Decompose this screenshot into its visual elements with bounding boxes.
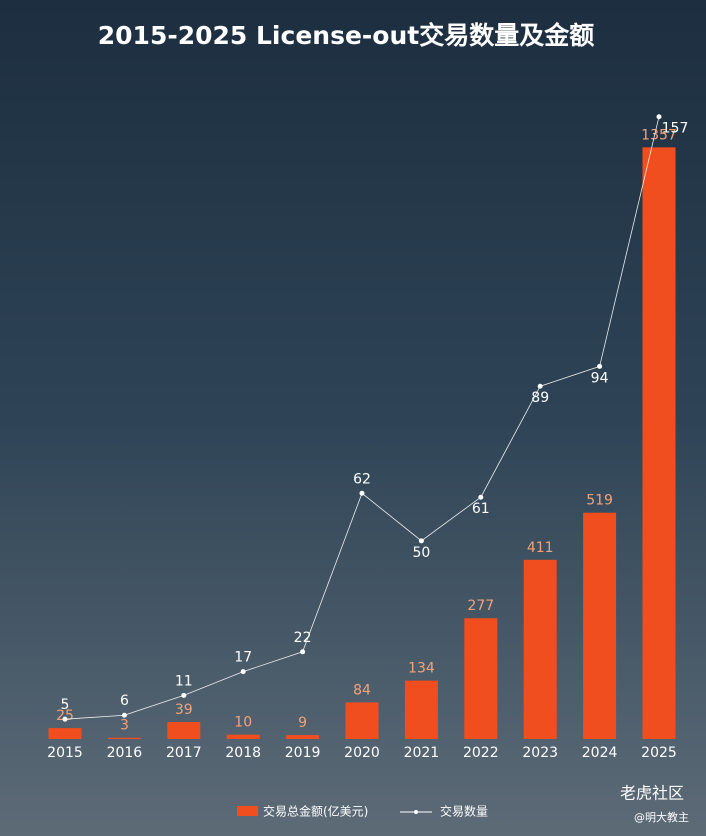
line-value-label: 61 bbox=[472, 501, 490, 517]
x-tick-label: 2016 bbox=[107, 745, 143, 761]
bar bbox=[107, 737, 141, 739]
line-point bbox=[300, 649, 306, 655]
line-point bbox=[62, 716, 68, 722]
bar bbox=[286, 735, 320, 739]
line-value-label: 11 bbox=[175, 673, 193, 689]
x-tick-label: 2023 bbox=[522, 745, 558, 761]
legend-dot bbox=[414, 810, 418, 814]
line-value-label: 6 bbox=[120, 693, 129, 709]
bar bbox=[226, 734, 260, 739]
legend-swatch bbox=[237, 806, 258, 816]
bar bbox=[464, 618, 498, 739]
bar bbox=[167, 721, 201, 739]
x-tick-label: 2018 bbox=[225, 745, 261, 761]
watermark-author: @明大教主 bbox=[634, 810, 689, 824]
line-point bbox=[121, 712, 127, 718]
x-tick-label: 2025 bbox=[641, 745, 677, 761]
bar-value-label: 519 bbox=[586, 493, 613, 509]
bar-value-label: 411 bbox=[527, 540, 554, 556]
bar bbox=[523, 559, 557, 739]
line-point bbox=[537, 383, 543, 389]
bar-value-label: 3 bbox=[120, 718, 129, 734]
bar-value-label: 39 bbox=[175, 702, 193, 718]
line-point bbox=[478, 494, 484, 500]
x-tick-label: 2017 bbox=[166, 745, 202, 761]
line-point bbox=[240, 669, 246, 675]
bar-value-label: 277 bbox=[467, 598, 494, 614]
legend-label: 交易总金额(亿美元) bbox=[263, 804, 368, 819]
x-tick-label: 2024 bbox=[582, 745, 618, 761]
watermark-site: 老虎社区 bbox=[620, 784, 684, 803]
bar bbox=[404, 680, 438, 739]
chart-title: 2015-2025 License-out交易数量及金额 bbox=[98, 21, 594, 50]
line-value-label: 5 bbox=[61, 697, 70, 713]
line-point bbox=[656, 114, 662, 120]
x-tick-label: 2015 bbox=[47, 745, 83, 761]
x-tick-label: 2019 bbox=[285, 745, 321, 761]
line-value-label: 22 bbox=[294, 630, 312, 646]
line-value-label: 17 bbox=[234, 650, 252, 666]
line-point bbox=[597, 363, 603, 369]
line-point bbox=[418, 538, 424, 544]
x-tick-label: 2021 bbox=[404, 745, 440, 761]
line-value-label: 50 bbox=[412, 545, 430, 561]
bar bbox=[583, 512, 617, 739]
bar bbox=[642, 147, 676, 739]
bar-value-label: 25 bbox=[56, 708, 74, 724]
line-point bbox=[359, 490, 365, 496]
bar-value-label: 10 bbox=[234, 715, 252, 731]
x-tick-label: 2020 bbox=[344, 745, 380, 761]
bar bbox=[345, 702, 379, 739]
legend-label: 交易数量 bbox=[440, 804, 488, 819]
bar-value-label: 1357 bbox=[641, 127, 677, 143]
line-value-label: 89 bbox=[531, 390, 549, 406]
line-point bbox=[181, 692, 187, 698]
line-value-label: 94 bbox=[591, 370, 609, 386]
bar-value-label: 84 bbox=[353, 682, 371, 698]
bar-value-label: 9 bbox=[298, 715, 307, 731]
line-value-label: 62 bbox=[353, 471, 371, 487]
x-tick-label: 2022 bbox=[463, 745, 499, 761]
bar bbox=[48, 728, 82, 739]
line-value-label: 157 bbox=[662, 121, 689, 137]
bar-value-label: 134 bbox=[408, 661, 435, 677]
